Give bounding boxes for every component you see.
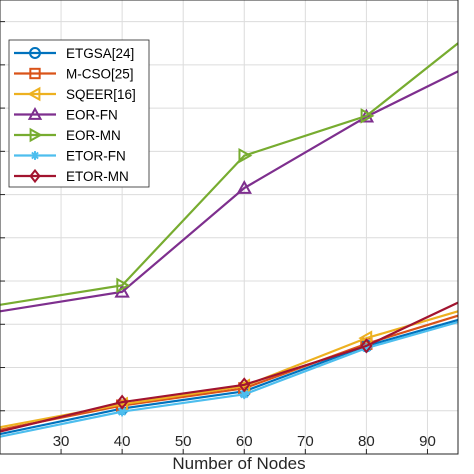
data-point-marker — [27, 106, 43, 120]
marker-stroke — [118, 407, 127, 416]
series-line — [0, 310, 459, 429]
legend-label: ETOR-MN — [66, 169, 129, 184]
data-point-marker — [116, 277, 131, 294]
data-point-marker — [27, 86, 41, 102]
legend-label: EOR-FN — [66, 108, 118, 123]
legend-item: ETGSA[24] — [14, 46, 134, 61]
legend-label: ETGSA[24] — [66, 46, 134, 61]
data-point-marker — [360, 338, 373, 354]
legend: ETGSA[24] M-CSO[25] SQEER[16] EOR-FN EOR-MN E… — [8, 39, 150, 188]
series-etor-mn — [0, 301, 459, 433]
series-line — [0, 301, 459, 433]
series-line — [0, 42, 459, 306]
series-line — [0, 70, 459, 313]
data-point-marker — [29, 47, 41, 59]
data-point-marker — [30, 151, 40, 160]
legend-item: ETOR-MN — [14, 168, 129, 184]
data-point-marker — [29, 127, 43, 143]
data-point-marker — [29, 67, 41, 80]
data-point-marker — [360, 108, 375, 124]
legend-label: EOR-MN — [66, 128, 121, 143]
grid — [0, 0, 458, 454]
x-tick-label: 50 — [175, 433, 192, 450]
x-tick-label: 80 — [358, 433, 375, 450]
series-m-cso-25 — [0, 314, 459, 431]
data-point-marker — [116, 394, 129, 410]
legend-label: SQEER[16] — [66, 87, 136, 102]
legend-label: M-CSO[25] — [66, 67, 134, 82]
data-point-marker — [238, 377, 251, 393]
marker-stroke — [240, 390, 249, 399]
x-axis-title: Number of Nodes — [172, 454, 305, 473]
legend-item: M-CSO[25] — [14, 67, 134, 82]
series-lines — [0, 42, 459, 438]
x-tick-label: 60 — [236, 433, 253, 450]
x-tick-label: 70 — [297, 433, 314, 450]
marker-stroke — [31, 151, 39, 160]
series-etor-fn — [0, 321, 459, 438]
data-point-marker — [238, 147, 253, 164]
series-sqeer-16 — [0, 310, 459, 429]
data-point-marker — [29, 168, 41, 184]
x-tick-label: 90 — [419, 433, 436, 450]
series-line — [0, 314, 459, 431]
x-axis-ticks: 30 40 50 60 70 80 90 — [0, 21, 436, 454]
legend-item: ETOR-FN — [14, 149, 126, 164]
data-point-marker — [236, 180, 252, 194]
legend-label: ETOR-FN — [66, 149, 126, 164]
legend-item: EOR-MN — [14, 127, 121, 143]
legend-item: EOR-FN — [14, 106, 118, 123]
legend-item: SQEER[16] — [14, 86, 136, 102]
x-tick-label: 40 — [114, 433, 131, 450]
series-eor-mn — [0, 42, 459, 306]
axes-frame — [0, 0, 459, 455]
x-tick-label: 30 — [53, 433, 70, 450]
